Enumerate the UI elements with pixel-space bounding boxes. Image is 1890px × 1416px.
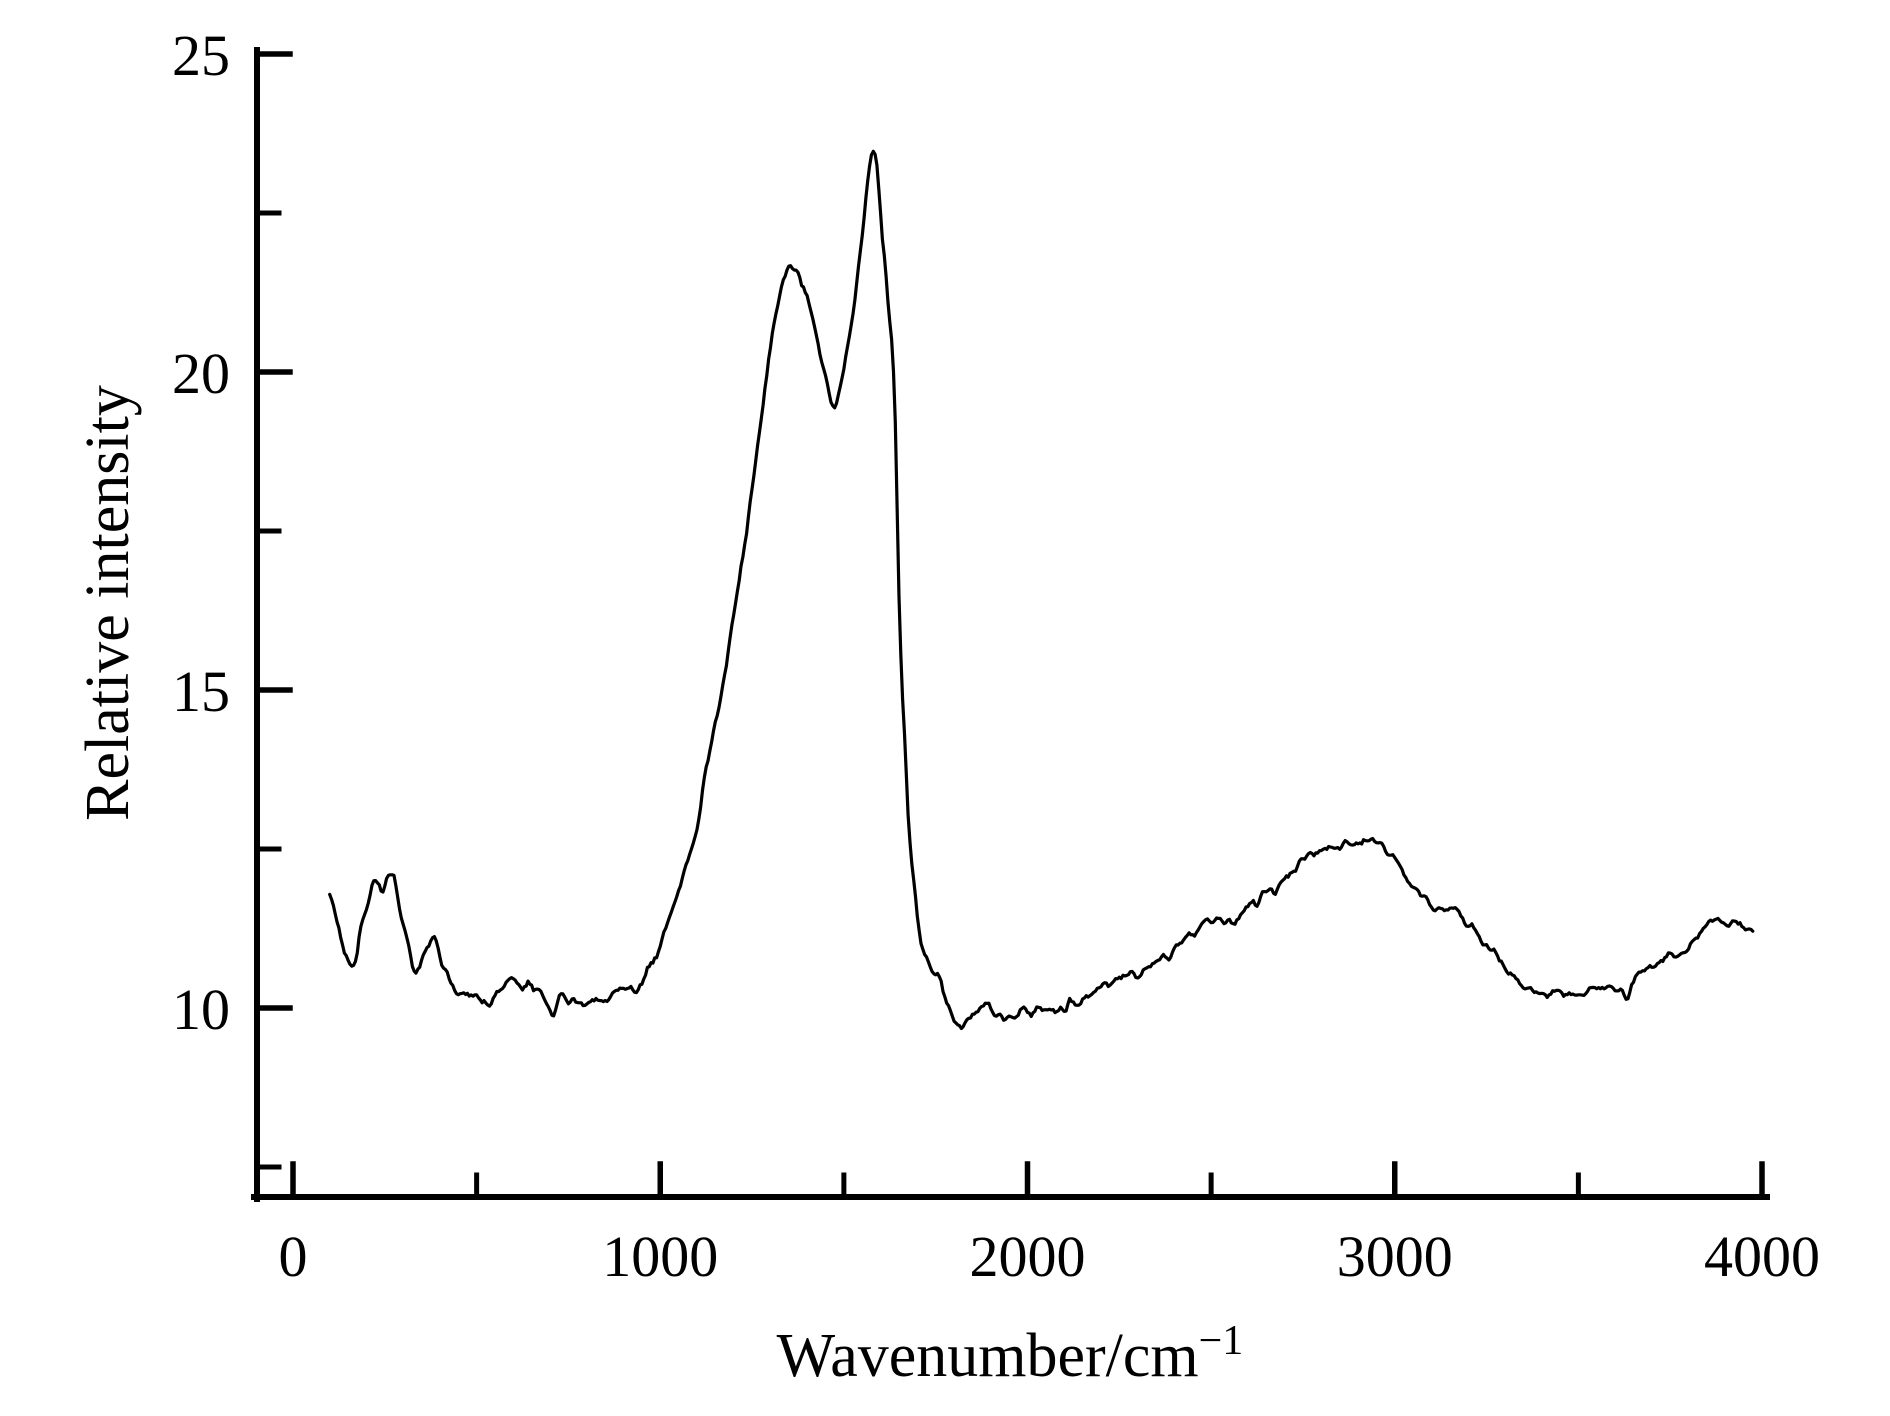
x-tick-label: 1000	[602, 1224, 718, 1289]
tick-labels: 10 15 20 25 0 1000 2000 3000 4000	[172, 23, 1820, 1289]
spectrum-line	[328, 149, 1755, 1031]
x-tick-label: 2000	[970, 1224, 1086, 1289]
y-tick-label: 10	[172, 977, 230, 1042]
tick-marks	[254, 51, 1765, 1200]
x-tick-label: 0	[279, 1224, 308, 1289]
axes	[251, 47, 1770, 1202]
x-axis-title: Wavenumber/cm−1	[777, 1318, 1244, 1390]
y-tick-label: 20	[172, 341, 230, 406]
x-tick-label: 4000	[1704, 1224, 1820, 1289]
x-axis-title-exponent-icon: −1	[1199, 1318, 1244, 1364]
x-tick-label: 3000	[1337, 1224, 1453, 1289]
y-axis-title: Relative intensity	[74, 385, 142, 821]
y-tick-label: 15	[172, 659, 230, 724]
x-axis-title-base: Wavenumber/cm	[777, 1322, 1199, 1390]
y-tick-label: 25	[172, 23, 230, 88]
